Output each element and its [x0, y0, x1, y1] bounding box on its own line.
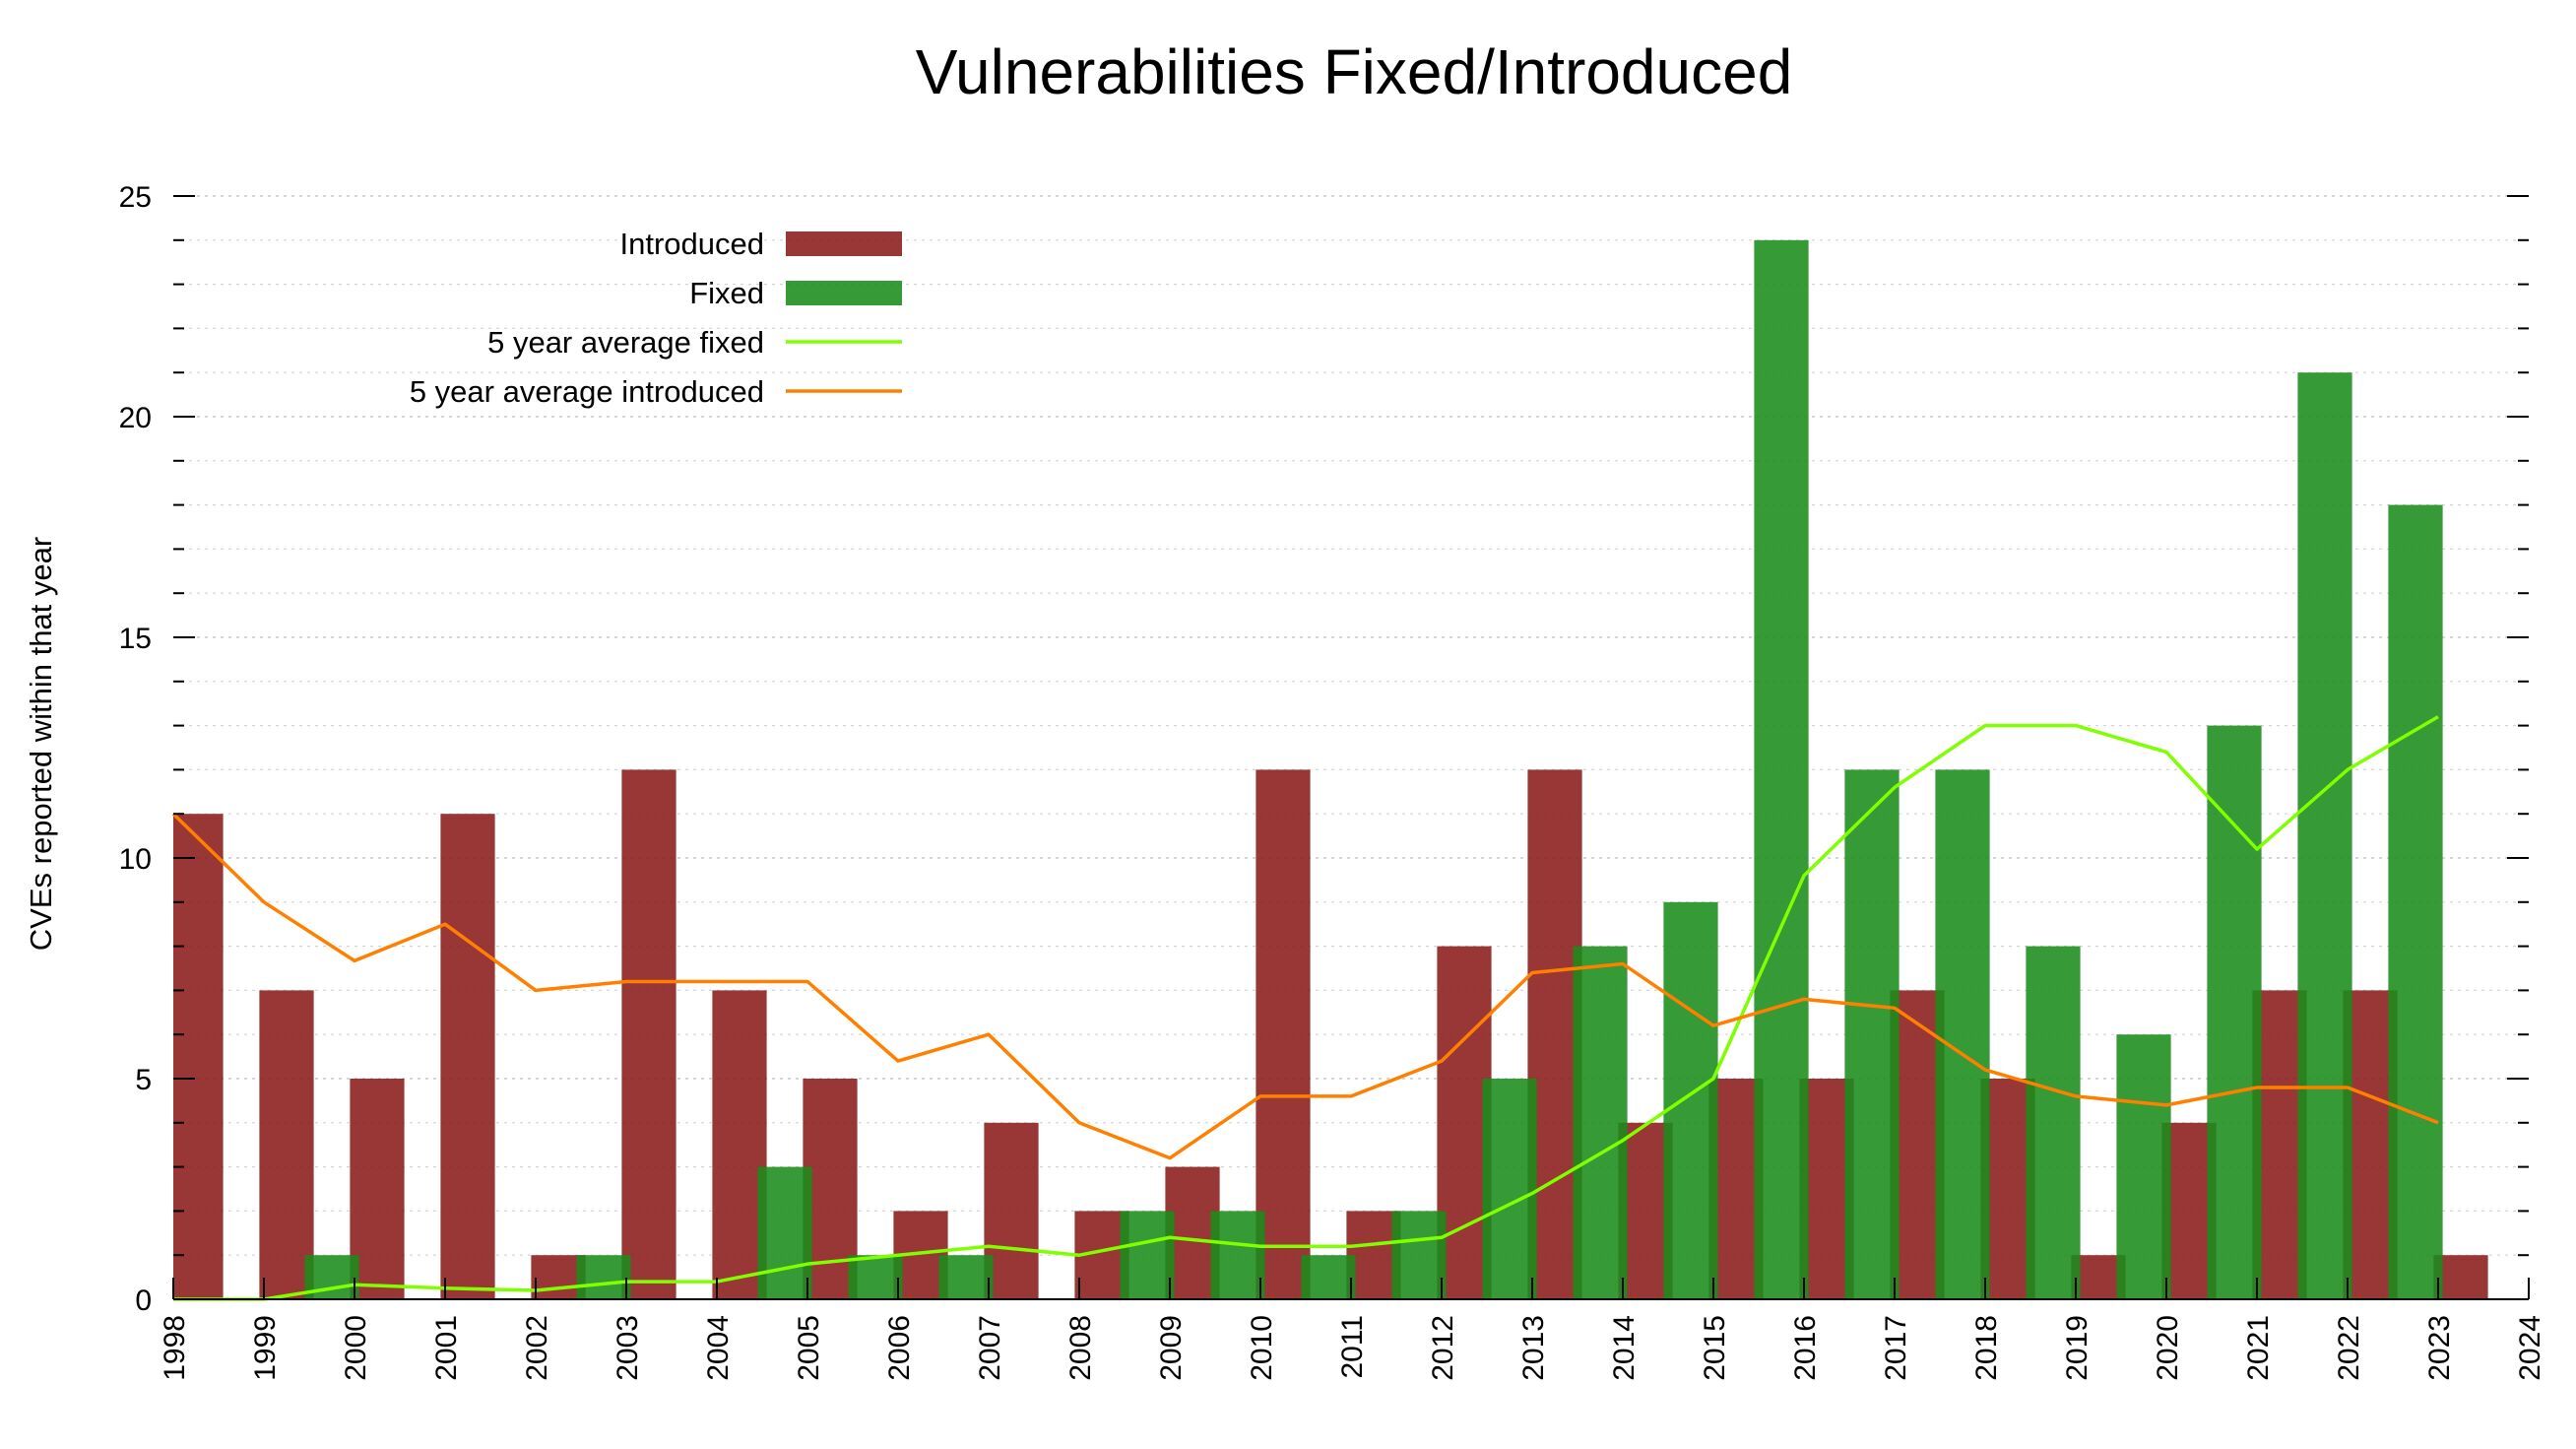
bar-fixed: [1482, 1079, 1537, 1299]
x-tick-label: 2020: [2152, 1315, 2184, 1381]
x-tick-label: 2008: [1064, 1315, 1097, 1381]
line-average-fixed: [173, 715, 2439, 1301]
legend: Introduced Fixed 5 year average fixed 5 yea…: [410, 227, 902, 409]
bar-fixed: [1573, 946, 1628, 1299]
x-tick-label: 2018: [1970, 1315, 2003, 1381]
bar-fixed: [2116, 1034, 2171, 1299]
x-tick-label: 2000: [340, 1315, 372, 1381]
x-tick-label: 2005: [793, 1315, 825, 1381]
legend-fixed-label: Fixed: [689, 276, 764, 310]
bar-fixed: [1663, 901, 1718, 1299]
legend-average-fixed-label: 5 year average fixed: [487, 325, 764, 360]
legend-average-introduced-label: 5 year average introduced: [410, 374, 764, 409]
x-tick-label: 2012: [1427, 1315, 1459, 1381]
x-tick-label: 1999: [249, 1315, 282, 1381]
x-tick-label: 2010: [1246, 1315, 1278, 1381]
bar-fixed: [576, 1255, 631, 1299]
legend-fixed-swatch: [786, 281, 902, 305]
x-tick-label: 1998: [159, 1315, 191, 1381]
bar-fixed: [1754, 239, 1809, 1299]
x-tick-label: 2021: [2242, 1315, 2275, 1381]
bar-fixed: [2388, 504, 2443, 1299]
x-tick-label: 2011: [1336, 1315, 1369, 1379]
x-tick-label: 2017: [1880, 1315, 1912, 1381]
bar-fixed: [1844, 769, 1900, 1299]
bar-fixed: [1391, 1211, 1447, 1299]
x-tick-label: 2004: [702, 1315, 735, 1381]
axes: 0 5 10 15 20 25 1998 1999 2000 2001 2002 2003 2004 20…: [119, 181, 2546, 1381]
x-tick-label: 2019: [2061, 1315, 2093, 1381]
x-tick-label: 2006: [883, 1315, 916, 1381]
x-tick-label: 2002: [521, 1315, 553, 1381]
bar-introduced: [621, 769, 676, 1299]
x-tick-label: 2016: [1789, 1315, 1822, 1381]
x-tick-label: 2015: [1699, 1315, 1731, 1381]
bar-fixed: [2297, 372, 2352, 1299]
bar-fixed: [1301, 1255, 1356, 1299]
y-tick-label: 0: [135, 1284, 152, 1317]
bar-fixed: [1120, 1211, 1175, 1299]
bar-fixed: [938, 1255, 994, 1299]
bar-introduced: [259, 990, 314, 1299]
x-tick-label: 2003: [612, 1315, 644, 1381]
bar-introduced: [440, 814, 495, 1299]
x-tick-label: 2014: [1608, 1315, 1641, 1381]
bar-fixed: [1935, 769, 1990, 1299]
y-tick-label: 20: [119, 402, 152, 434]
legend-introduced-label: Introduced: [620, 227, 765, 261]
y-axis-label: CVEs reported within that year: [24, 537, 58, 951]
x-tick-label: 2022: [2333, 1315, 2365, 1381]
y-tick-label: 10: [119, 843, 152, 876]
x-tick-label: 2023: [2423, 1315, 2456, 1381]
bar-introduced: [173, 814, 224, 1299]
bar-fixed: [2207, 725, 2262, 1299]
bars-fixed: [304, 239, 2443, 1299]
y-tick-label: 15: [119, 623, 152, 655]
line-average-introduced: [171, 812, 2439, 1160]
bar-fixed: [1210, 1211, 1265, 1299]
chart-title: Vulnerabilities Fixed/Introduced: [916, 36, 1793, 107]
average-lines: [171, 715, 2439, 1301]
bar-fixed: [757, 1166, 812, 1299]
x-tick-label: 2001: [430, 1315, 463, 1381]
x-tick-label: 2024: [2514, 1315, 2546, 1381]
y-tick-label: 5: [135, 1064, 152, 1096]
x-tick-label: 2009: [1155, 1315, 1188, 1381]
bar-fixed: [848, 1255, 903, 1299]
legend-introduced-swatch: [786, 231, 902, 256]
x-tick-label: 2007: [974, 1315, 1006, 1381]
bar-fixed: [2026, 946, 2081, 1299]
y-tick-label: 25: [119, 181, 152, 214]
x-tick-label: 2013: [1517, 1315, 1550, 1381]
